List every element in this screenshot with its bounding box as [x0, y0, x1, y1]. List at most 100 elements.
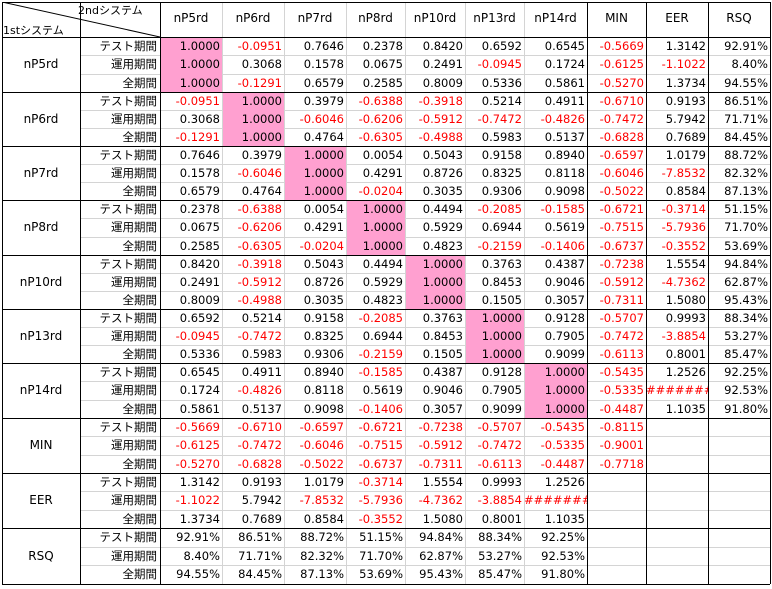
- table-cell[interactable]: -0.6597: [299, 420, 344, 434]
- table-cell[interactable]: 0.8584: [303, 511, 344, 526]
- table-cell[interactable]: -0.6206: [237, 220, 282, 235]
- table-cell[interactable]: 0.1505: [422, 347, 463, 361]
- table-cell[interactable]: [708, 455, 770, 473]
- table-cell[interactable]: 0.8118: [303, 383, 344, 398]
- table-cell[interactable]: 0.0675: [179, 220, 220, 235]
- table-cell[interactable]: 0.8726: [303, 275, 344, 289]
- table-cell[interactable]: 82.32%: [300, 548, 344, 563]
- table-cell[interactable]: 1.0000: [405, 255, 465, 273]
- table-cell[interactable]: -0.7472: [237, 329, 282, 343]
- table-cell[interactable]: 0.4494: [362, 257, 403, 271]
- table-cell[interactable]: 0.1578: [179, 166, 220, 180]
- table-cell[interactable]: 1.0000: [160, 55, 222, 74]
- table-cell[interactable]: [708, 473, 770, 491]
- table-cell[interactable]: -0.5022: [599, 184, 644, 198]
- table-cell[interactable]: 0.4387: [422, 365, 463, 379]
- table-cell[interactable]: 0.5861: [179, 401, 220, 416]
- table-cell[interactable]: -0.6737: [599, 238, 644, 253]
- table-cell[interactable]: -0.1291: [237, 75, 282, 90]
- table-cell[interactable]: 0.9128: [544, 311, 585, 325]
- table-cell[interactable]: 53.27%: [478, 548, 522, 563]
- table-cell[interactable]: -0.7472: [599, 329, 644, 343]
- table-cell[interactable]: 0.7646: [179, 148, 220, 162]
- table-cell[interactable]: 1.0000: [284, 182, 346, 200]
- table-cell[interactable]: 85.47%: [724, 347, 768, 361]
- table-cell[interactable]: 0.5619: [544, 220, 585, 235]
- table-cell[interactable]: 82.32%: [724, 166, 768, 180]
- table-cell[interactable]: 1.5554: [422, 475, 463, 489]
- table-cell[interactable]: -0.9001: [599, 438, 644, 453]
- table-cell[interactable]: 8.40%: [183, 548, 220, 563]
- table-cell[interactable]: 0.7905: [481, 383, 522, 398]
- table-cell[interactable]: 0.1505: [481, 293, 522, 307]
- table-cell[interactable]: 0.3979: [241, 148, 282, 162]
- table-cell[interactable]: -0.6046: [599, 166, 644, 180]
- table-cell[interactable]: 0.9158: [481, 148, 522, 162]
- table-cell[interactable]: -5.7936: [661, 220, 706, 235]
- table-cell[interactable]: -0.5912: [418, 438, 463, 453]
- table-cell[interactable]: -0.4487: [540, 456, 585, 471]
- table-cell[interactable]: 0.5137: [241, 401, 282, 416]
- table-cell[interactable]: -0.4826: [540, 112, 585, 126]
- table-cell[interactable]: 0.4823: [422, 238, 463, 253]
- table-cell[interactable]: #######: [646, 383, 708, 398]
- table-cell[interactable]: 1.0000: [160, 73, 222, 92]
- table-cell[interactable]: 0.2585: [179, 238, 220, 253]
- table-cell[interactable]: 0.2378: [179, 202, 220, 216]
- table-cell[interactable]: 0.2491: [422, 57, 463, 72]
- table-cell[interactable]: 1.5554: [665, 257, 706, 271]
- table-cell[interactable]: 1.1035: [665, 401, 706, 416]
- table-cell[interactable]: 0.8118: [544, 166, 585, 180]
- table-cell[interactable]: 1.0000: [222, 92, 284, 110]
- table-cell[interactable]: 5.7942: [241, 493, 282, 508]
- table-cell[interactable]: [646, 455, 708, 473]
- table-cell[interactable]: -0.2159: [477, 238, 522, 253]
- table-cell[interactable]: 0.5619: [362, 383, 403, 398]
- table-cell[interactable]: 0.3979: [303, 94, 344, 108]
- table-cell[interactable]: 0.6579: [179, 184, 220, 198]
- table-cell[interactable]: -4.7362: [418, 493, 463, 508]
- table-cell[interactable]: -0.8115: [599, 420, 644, 434]
- table-cell[interactable]: 0.6592: [179, 311, 220, 325]
- table-cell[interactable]: -3.8854: [477, 493, 522, 508]
- table-cell[interactable]: 0.5336: [481, 75, 522, 90]
- table-cell[interactable]: -0.5335: [540, 438, 585, 453]
- table-cell[interactable]: [708, 565, 770, 584]
- table-cell[interactable]: 86.51%: [238, 530, 282, 544]
- table-cell[interactable]: 0.8453: [422, 329, 463, 343]
- table-cell[interactable]: 51.15%: [359, 530, 403, 544]
- table-cell[interactable]: -0.3552: [358, 511, 403, 526]
- table-cell[interactable]: -0.6305: [237, 238, 282, 253]
- table-cell[interactable]: 0.3057: [544, 293, 585, 307]
- table-cell[interactable]: -0.6113: [599, 347, 644, 361]
- table-cell[interactable]: 1.0000: [346, 236, 405, 255]
- table-cell[interactable]: -0.3918: [237, 257, 282, 271]
- table-cell[interactable]: 0.6944: [481, 220, 522, 235]
- table-cell[interactable]: -0.5912: [237, 275, 282, 289]
- table-cell[interactable]: -0.3714: [661, 202, 706, 216]
- table-cell[interactable]: -0.7515: [599, 220, 644, 235]
- table-cell[interactable]: -0.7238: [418, 420, 463, 434]
- table-cell[interactable]: -0.6710: [237, 420, 282, 434]
- table-cell[interactable]: [646, 510, 708, 528]
- table-cell[interactable]: 71.71%: [238, 548, 282, 563]
- table-cell[interactable]: 85.47%: [478, 567, 522, 582]
- table-cell[interactable]: -0.3918: [418, 94, 463, 108]
- table-cell[interactable]: -1.1022: [661, 57, 706, 72]
- table-cell[interactable]: [646, 565, 708, 584]
- table-cell[interactable]: -7.8532: [299, 493, 344, 508]
- table-cell[interactable]: -0.5669: [175, 420, 220, 434]
- table-cell[interactable]: [646, 547, 708, 566]
- table-cell[interactable]: 0.9046: [544, 275, 585, 289]
- table-cell[interactable]: 0.8001: [665, 347, 706, 361]
- table-cell[interactable]: 0.8009: [422, 75, 463, 90]
- table-cell[interactable]: 0.3035: [422, 184, 463, 198]
- table-cell[interactable]: 0.6579: [303, 75, 344, 90]
- table-cell[interactable]: [646, 528, 708, 547]
- table-cell[interactable]: 0.5043: [303, 257, 344, 271]
- table-cell[interactable]: -0.5669: [599, 39, 644, 53]
- table-cell[interactable]: 0.8584: [665, 184, 706, 198]
- table-cell[interactable]: 1.0000: [524, 381, 587, 400]
- table-cell[interactable]: 1.0000: [160, 37, 222, 56]
- table-cell[interactable]: -1.1022: [175, 493, 220, 508]
